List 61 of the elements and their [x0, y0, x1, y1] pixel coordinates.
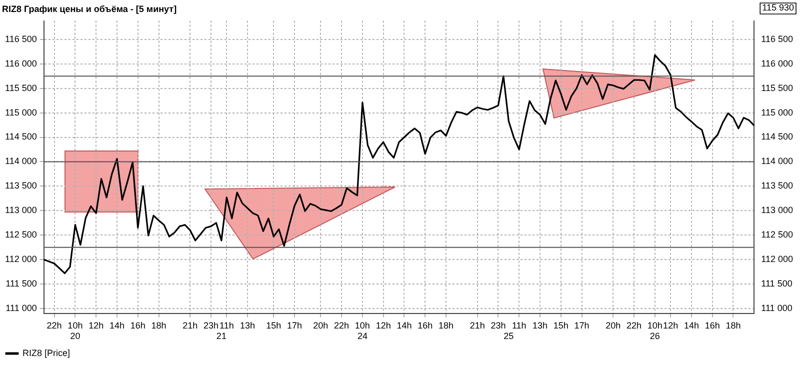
- x-tick-label: 12h: [663, 320, 678, 330]
- x-tick-label: 14h: [684, 320, 699, 330]
- y2-tick-label: 112 000: [761, 254, 794, 264]
- y-tick-label: 114 000: [4, 156, 37, 166]
- x-tick-label: 16h: [418, 320, 433, 330]
- x-tick-label: 18h: [438, 320, 454, 330]
- chart-title: RIZ8 График цены и объёма - [5 минут]: [2, 4, 177, 14]
- y2-tick-label: 115 000: [761, 107, 794, 118]
- y-tick-label: 112 500: [4, 230, 37, 240]
- y2-tick-label: 111 000: [761, 302, 792, 313]
- x-tick-label: 15h: [553, 320, 568, 330]
- y2-tick-label: 111 500: [761, 278, 792, 289]
- x-tick-label: 25: [504, 331, 514, 342]
- y-tick-label: 112 000: [4, 254, 37, 264]
- text: 115 930: [762, 2, 794, 12]
- x-tick-label: 20h: [606, 320, 621, 330]
- x-tick-label: 22h: [334, 320, 350, 330]
- x-tick-label: 22h: [626, 320, 642, 330]
- x-tick-label: 10h 24: [354, 320, 370, 342]
- x-tick-label: 10h 26: [647, 320, 662, 342]
- x-tick-label: 11h: [512, 320, 526, 330]
- y-tick-label: 116 000: [4, 58, 37, 68]
- x-tick-label: 23h: [203, 320, 219, 330]
- x-tick-label: 10h 20: [68, 320, 83, 342]
- y-tick-label: 115 500: [4, 82, 37, 93]
- y-tick-label: 115 000: [4, 107, 37, 118]
- y2-tick-label: 113 000: [761, 205, 794, 216]
- x-tick-label: 21: [216, 331, 226, 342]
- y2-tick-label: 116 500: [761, 34, 794, 44]
- x-tick-label: 16h: [704, 320, 720, 330]
- x-tick-label: 13h: [240, 320, 256, 330]
- y2-tick-label: 116 000: [761, 58, 794, 68]
- x-tick-label: 22h: [46, 320, 62, 330]
- x-tick-label: 12h: [376, 320, 391, 330]
- y2-tick-label: 115 500: [761, 82, 794, 93]
- x-tick-label: 17h: [287, 320, 302, 330]
- x-tick-label: 12h: [88, 320, 104, 330]
- x-tick-label: 14h: [109, 320, 124, 330]
- y-tick-label: 114 500: [4, 132, 37, 142]
- y2-tick-label: 113 500: [761, 180, 794, 191]
- y-tick-label: 113 000: [4, 205, 37, 216]
- y-tick-label: 111 500: [6, 278, 37, 289]
- y2-tick-label: 112 500: [761, 230, 794, 240]
- x-tick-label: 16h: [130, 320, 146, 330]
- y2-tick-label: 114 500: [761, 132, 794, 142]
- x-tick-label: 17h: [574, 320, 590, 330]
- legend-label: RIZ8 [Price]: [22, 348, 70, 358]
- x-tick-label: 13h: [532, 320, 548, 330]
- x-tick-label: 18h: [726, 320, 741, 330]
- y-tick-label: 111 000: [6, 302, 37, 313]
- x-tick-label: 18h: [151, 320, 166, 330]
- x-tick-label: 23h: [490, 320, 506, 330]
- x-tick-label: 20h: [313, 320, 328, 330]
- y-tick-label: 116 500: [4, 34, 37, 44]
- x-tick-label: 21h: [182, 320, 198, 330]
- x-tick-label: 14h: [396, 320, 412, 330]
- x-tick-label: 15h: [266, 320, 282, 330]
- x-tick-label: 11h: [219, 320, 234, 330]
- y-tick-label: 113 500: [4, 180, 37, 191]
- y2-tick-label: 114 000: [761, 156, 794, 166]
- x-tick-label: 21h: [470, 320, 485, 330]
